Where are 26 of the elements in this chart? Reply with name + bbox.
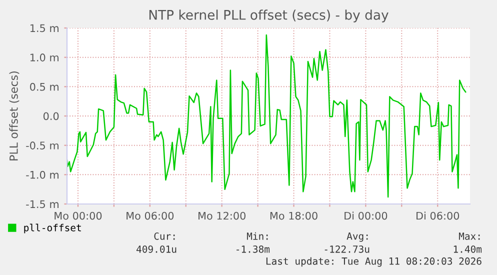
text: -1.38m (236, 245, 270, 253)
legend-label: pll-offset (24, 224, 81, 234)
text: Last update: Tue Aug 11 08:20:03 2026 (266, 257, 482, 267)
text: Cur: (154, 232, 175, 240)
y-tick-label: 0.0 (43, 112, 59, 120)
text: Max: (458, 232, 480, 240)
text: -122.73u (324, 245, 370, 253)
x-tick-label: Mo 18:00 (270, 212, 318, 220)
y-tick-label: -1.5 m (26, 200, 58, 208)
line-series (67, 34, 466, 198)
x-tick-label: Mo 00:00 (54, 212, 102, 220)
y-axis-title: PLL offset (secs) (9, 71, 20, 160)
y-tick-label: -1.0 m (26, 170, 58, 179)
y-tick-label: 1.5 m (30, 24, 58, 32)
text: 1.40m (454, 245, 482, 253)
y-tick-label: 0.5 m (30, 82, 58, 91)
text: 409.01u (136, 245, 176, 253)
text: Min: (246, 232, 268, 240)
x-tick-label: Mo 06:00 (126, 212, 174, 220)
text: Avg: (346, 232, 368, 242)
chart-title: NTP kernel PLL offset (secs) - by day (149, 10, 388, 22)
y-tick-label: -0.5 m (26, 142, 58, 150)
y-tick-label: 1.0 m (30, 54, 58, 62)
x-tick-label: Di 06:00 (416, 212, 460, 220)
x-tick-label: Mo 12:00 (198, 212, 246, 220)
x-tick-label: Di 00:00 (344, 212, 388, 220)
